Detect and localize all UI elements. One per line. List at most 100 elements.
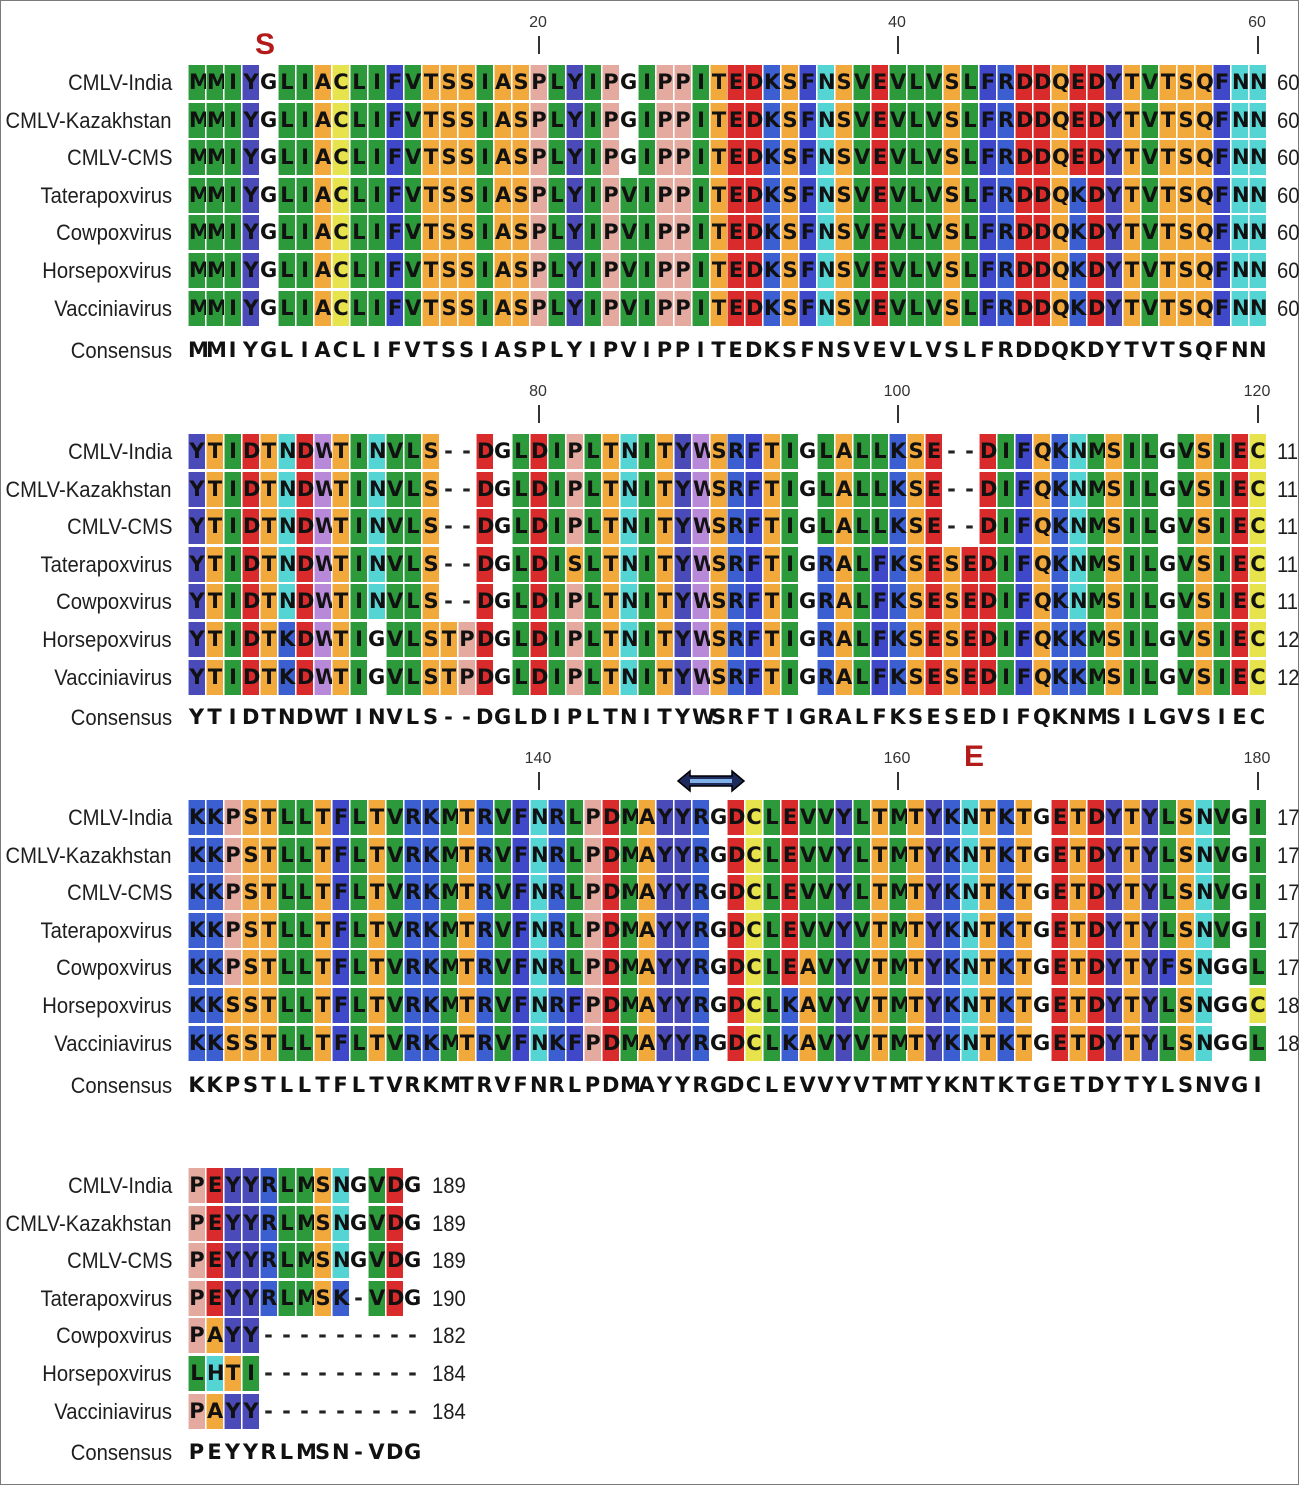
residue-cell: S — [440, 253, 457, 288]
residue-cell: - — [314, 1393, 331, 1429]
residue-cell: R — [548, 988, 565, 1023]
residue-cell: A — [494, 253, 511, 288]
residue-cell: D — [242, 622, 260, 657]
residue-cell: A — [314, 253, 331, 288]
residue-cell: - — [961, 509, 978, 545]
residue-cell: C — [1249, 546, 1266, 582]
residue-cell: S — [835, 215, 852, 251]
residue-cell: S — [440, 177, 457, 213]
residue-cell: S — [440, 290, 457, 326]
residue-cell: F — [332, 988, 349, 1023]
residue-cell: I — [1213, 434, 1230, 469]
consensus-residue: F — [513, 1073, 528, 1097]
residue-cell: V — [386, 950, 403, 986]
residue-cell: L — [1141, 584, 1158, 620]
residue-cell: M — [188, 290, 210, 326]
consensus-residue: T — [603, 705, 618, 729]
consensus-residue: S — [1177, 1073, 1194, 1097]
residue-cell: Q — [1033, 584, 1052, 620]
residue-cell: L — [853, 800, 870, 835]
residue-cell: D — [745, 177, 763, 213]
residue-cell: Q — [1033, 622, 1052, 657]
consensus-residue: S — [242, 1073, 259, 1097]
residue-cell: N — [620, 659, 639, 695]
residue-cell: T — [1069, 800, 1086, 835]
residue-cell: S — [710, 509, 727, 545]
residue-cell: K — [188, 837, 205, 873]
residue-cell: I — [476, 140, 493, 176]
residue-cell: T — [979, 912, 996, 948]
consensus-residue: L — [854, 705, 869, 729]
residue-cell: P — [566, 659, 583, 695]
residue-cell: F — [745, 434, 762, 469]
residue-cell: C — [332, 215, 349, 251]
residue-cell: W — [314, 509, 338, 545]
residue-count: 60 — [1277, 70, 1299, 95]
residue-cell: D — [602, 800, 620, 835]
residue-cell: N — [961, 912, 980, 948]
residue-cell: L — [1141, 546, 1158, 582]
consensus-residue: S — [440, 338, 457, 362]
residue-cell: I — [781, 659, 798, 695]
residue-cell: G — [1033, 950, 1050, 986]
residue-cell: Q — [1195, 177, 1214, 213]
residue-cell: - — [296, 1356, 313, 1391]
residue-cell: - — [350, 1393, 367, 1429]
residue-cell: Y — [656, 875, 673, 911]
consensus-residue: I — [588, 338, 597, 362]
residue-cell: K — [332, 1280, 349, 1316]
residue-cell: T — [979, 950, 996, 986]
residue-cell: K — [1069, 215, 1086, 251]
residue-cell: D — [745, 253, 763, 288]
residue-cell: T — [368, 950, 385, 986]
residue-cell: P — [584, 800, 601, 835]
residue-cell: - — [350, 1280, 367, 1316]
residue-cell: V — [817, 988, 834, 1023]
residue-cell: G — [1159, 434, 1176, 469]
residue-cell: D — [979, 546, 997, 582]
residue-cell: M — [440, 912, 462, 948]
residue-cell: L — [278, 837, 295, 873]
residue-cell: I — [548, 622, 565, 657]
residue-cell: G — [710, 875, 727, 911]
consensus-residue: K — [943, 1073, 960, 1097]
residue-cell: P — [530, 65, 547, 100]
residue-cell: F — [332, 875, 349, 911]
residue-cell: T — [1123, 177, 1140, 213]
residue-cell: T — [314, 912, 331, 948]
residue-cell: F — [512, 1025, 529, 1061]
residue-cell: N — [278, 509, 297, 545]
residue-cell: V — [1213, 875, 1230, 911]
residue-cell: D — [1015, 290, 1033, 326]
residue-cell: F — [1015, 434, 1032, 469]
residue-cell: N — [1195, 875, 1214, 911]
residue-cell: A — [494, 140, 511, 176]
consensus-residue: G — [1159, 705, 1177, 729]
residue-cell: F — [979, 140, 996, 176]
residue-cell: C — [745, 837, 762, 873]
residue-cell: I — [476, 65, 493, 100]
residue-cell: - — [440, 509, 457, 545]
residue-cell: F — [386, 102, 403, 138]
residue-cell: D — [1087, 800, 1105, 835]
residue-cell: A — [835, 659, 852, 695]
residue-cell: Y — [674, 471, 691, 507]
residue-cell: A — [206, 1318, 223, 1354]
residue-cell: - — [332, 1318, 349, 1354]
residue-cell: G — [368, 622, 385, 657]
residue-cell: T — [206, 471, 223, 507]
sequence-name: Taterapoxvirus — [40, 551, 172, 577]
residue-cell: V — [925, 253, 942, 288]
residue-cell: G — [1231, 988, 1248, 1023]
residue-cell: D — [1087, 65, 1105, 100]
residue-cell: E — [1051, 800, 1068, 835]
residue-cell: R — [727, 434, 744, 469]
residue-cell: S — [458, 215, 475, 251]
residue-cell: E — [781, 837, 798, 873]
residue-cell: G — [799, 546, 816, 582]
residue-cell: T — [979, 1025, 996, 1061]
consensus-residue: L — [764, 1073, 779, 1097]
residue-cell: L — [961, 140, 978, 176]
residue-cell: P — [530, 253, 547, 288]
residue-cell: N — [620, 546, 639, 582]
